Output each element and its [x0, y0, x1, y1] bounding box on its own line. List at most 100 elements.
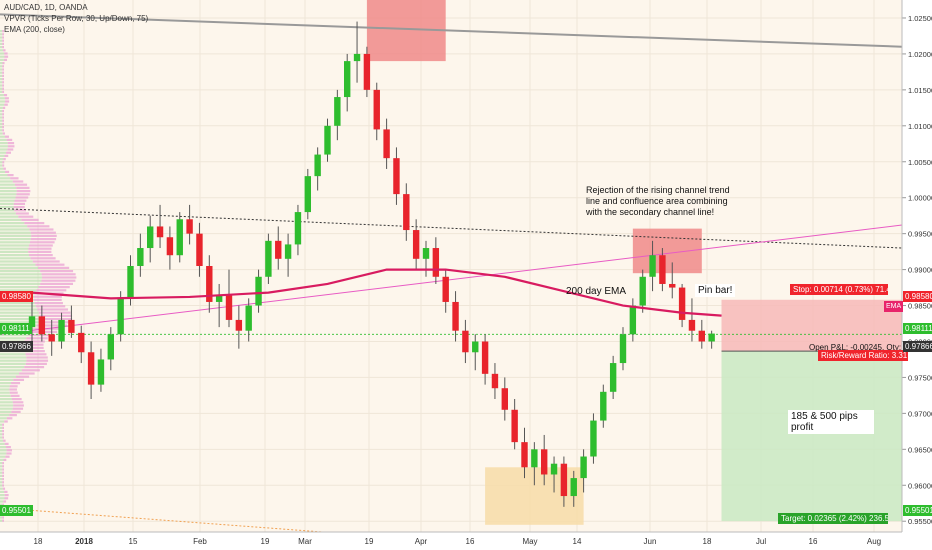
zone-target-zone: [721, 351, 902, 522]
legend-vpvr[interactable]: VPVR (Ticks Per Row, 30, Up/Down, 75): [4, 14, 149, 23]
volume-bar-down: [29, 244, 53, 247]
volume-bar-up: [0, 436, 3, 439]
ema-annotation[interactable]: 200 day EMA: [566, 286, 627, 297]
volume-bar-up: [0, 241, 31, 244]
volume-bar-down: [2, 113, 4, 116]
volume-bar-up: [0, 420, 5, 423]
volume-bar-up: [0, 218, 22, 221]
candle-body: [334, 97, 341, 126]
zone-stop-zone: [721, 299, 902, 352]
stop-label[interactable]: Stop: 0.00714 (0.73%) 71.4, Amou: [790, 284, 888, 295]
volume-bar-down: [2, 116, 4, 119]
volume-bar-up: [0, 289, 37, 292]
volume-bar-up: [0, 177, 11, 180]
volume-bar-up: [0, 449, 7, 452]
volume-bar-up: [0, 423, 3, 426]
left-entry-price-tag: 0.97866: [0, 341, 33, 352]
volume-bar-up: [0, 398, 12, 401]
candle-body: [373, 89, 380, 130]
volume-bar-down: [3, 500, 7, 503]
candle-body: [107, 334, 114, 360]
volume-bar-up: [0, 199, 15, 202]
candle-body: [659, 255, 666, 284]
volume-bar-down: [38, 266, 70, 269]
profit-annotation[interactable]: 185 & 500 pips profit: [788, 410, 874, 434]
volume-bar-down: [3, 158, 6, 161]
x-tick-label: 2018: [75, 537, 93, 546]
y-tick-label: 1.00500: [908, 158, 932, 167]
volume-bar-down: [14, 183, 28, 186]
volume-bar-down: [2, 433, 4, 436]
volume-bar-down: [21, 369, 40, 372]
right-entry-price-tag: 0.97866: [903, 341, 932, 352]
volume-bar-up: [0, 516, 3, 519]
candle-body: [166, 237, 174, 256]
volume-bar-down: [6, 452, 12, 455]
rejection-annotation[interactable]: Rejection of the rising channel trend li…: [586, 185, 730, 217]
open-pl-label: Open P&L: -0.00245, Qty: 350: [809, 343, 908, 352]
volume-bar-up: [0, 68, 3, 71]
volume-bar-down: [2, 119, 4, 122]
volume-bar-up: [0, 263, 36, 266]
candle-body: [353, 53, 361, 62]
volume-bar-up: [0, 388, 10, 391]
candle-body: [186, 219, 193, 234]
volume-bar-up: [0, 206, 14, 209]
left-target-price-tag: 0.95501: [0, 505, 33, 516]
legend-ema[interactable]: EMA (200, close): [4, 25, 65, 34]
volume-bar-up: [0, 193, 17, 196]
rising-channel-line: [0, 224, 903, 335]
right-stop-price-tag: 0.98580: [903, 291, 932, 302]
volume-bar-up: [0, 250, 29, 253]
volume-bar-up: [0, 36, 3, 39]
candle-body: [600, 391, 607, 421]
volume-bar-down: [5, 100, 10, 103]
volume-bar-down: [25, 353, 47, 356]
y-tick-label: 0.95500: [908, 517, 932, 526]
legend-symbol[interactable]: AUD/CAD, 1D, OANDA: [4, 3, 88, 12]
candle-body: [215, 294, 223, 302]
candle-body: [127, 266, 134, 299]
volume-bar-up: [0, 247, 29, 250]
volume-bar-up: [0, 471, 3, 474]
volume-bar-down: [4, 135, 9, 138]
volume-bar-down: [2, 426, 4, 429]
candle-body: [541, 449, 548, 475]
volume-bar-down: [2, 471, 4, 474]
volume-bar-up: [0, 305, 36, 308]
volume-bar-up: [0, 151, 7, 154]
volume-bar-up: [0, 209, 15, 212]
candle-body: [501, 388, 508, 410]
volume-bar-down: [28, 250, 52, 253]
y-tick-label: 1.01500: [908, 86, 932, 95]
volume-bar-up: [0, 58, 4, 61]
volume-bar-down: [38, 286, 70, 289]
candle-body: [97, 359, 105, 385]
candle-body: [639, 276, 646, 306]
volume-bar-down: [15, 212, 29, 215]
volume-bar-down: [11, 398, 22, 401]
volume-bar-up: [0, 446, 6, 449]
volume-bar-up: [0, 279, 42, 282]
volume-bar-down: [2, 481, 4, 484]
pin-bar-annotation[interactable]: Pin bar!: [695, 284, 736, 297]
target-label[interactable]: Target: 0.02365 (2.42%) 236.5, Amou: [778, 513, 888, 524]
volume-bar-up: [0, 148, 8, 151]
volume-bar-up: [0, 311, 39, 314]
volume-bar-up: [0, 442, 5, 445]
volume-bar-up: [0, 78, 3, 81]
volume-bar-down: [2, 33, 4, 36]
x-tick-label: Jul: [756, 537, 766, 546]
volume-bar-down: [14, 199, 27, 202]
volume-bar-down: [12, 401, 24, 404]
volume-bar-up: [0, 215, 19, 218]
candle-body: [344, 61, 351, 98]
candle-body: [442, 276, 449, 302]
candle-body: [669, 283, 676, 288]
volume-bar-down: [4, 442, 9, 445]
volume-bar-down: [2, 462, 4, 465]
risk-reward-label: Risk/Reward Ratio: 3.31: [818, 350, 908, 361]
